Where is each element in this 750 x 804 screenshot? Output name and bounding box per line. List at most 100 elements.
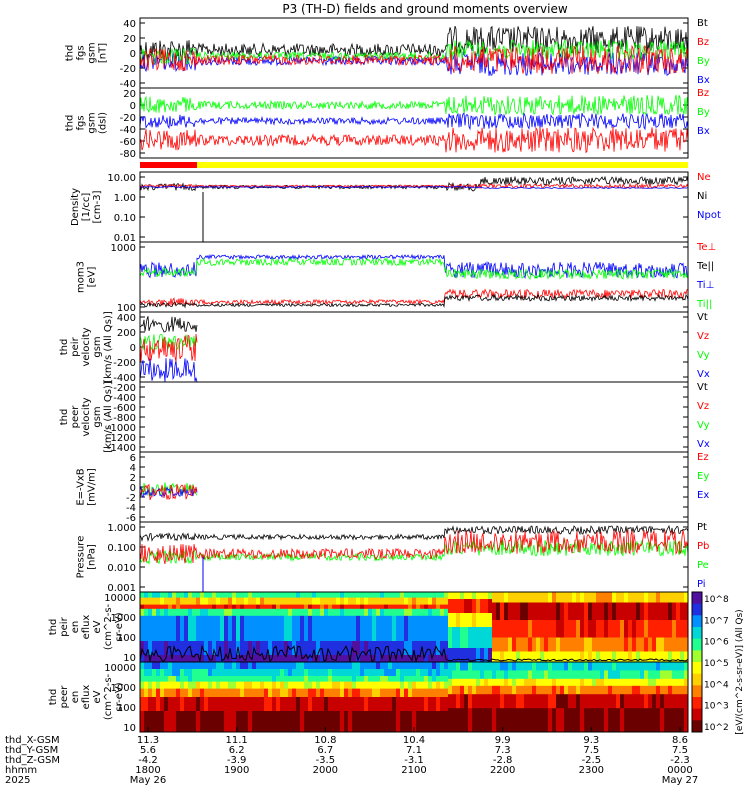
colorbar-tick-label: 10^8 <box>704 595 729 605</box>
y-tick-label: 100 <box>117 303 136 314</box>
y-axis-label-line: [km/s (All Qs)] <box>103 381 114 453</box>
legend-entry: Vx <box>697 369 710 380</box>
colorbar-band <box>692 673 702 686</box>
x-row-value: -3.1 <box>404 755 424 766</box>
series-Pb <box>140 528 688 565</box>
y-axis-label-line: [nT] <box>98 43 109 63</box>
legend-entry: Bz <box>697 88 709 99</box>
y-tick-label: -20 <box>120 113 136 124</box>
legend-entry: Pe <box>697 560 709 571</box>
ion-spectrogram <box>140 592 688 662</box>
legend-entry: Vy <box>697 420 710 431</box>
legend-entry: Pi <box>697 579 706 590</box>
y-axis-label-line: peer <box>59 685 70 709</box>
y-axis-label-line: Density <box>70 188 81 226</box>
y-axis-label-line: mom3 <box>76 261 87 293</box>
x-tick-label: 2300 <box>579 765 604 776</box>
y-axis-label-line: eV <box>92 690 103 703</box>
y-tick-label: -200 <box>113 358 136 369</box>
y-axis-label-line: thd <box>48 689 59 706</box>
legend-entry: Ti|| <box>696 299 712 310</box>
series-Ti-par <box>140 257 688 281</box>
x-date-left: May 26 <box>130 775 167 786</box>
x-row-value: 9.3 <box>583 735 599 746</box>
y-axis-label: E=-VxB [mV/m] <box>76 468 98 506</box>
y-axis-label-line: en <box>70 691 81 704</box>
panel-fgs-gsm: 40 20 0 -20 -40 thd fgs gsm [nT] Bt Bz By Bx <box>65 18 710 90</box>
y-tick-label: 200 <box>117 328 136 339</box>
x-row-value: 6.7 <box>317 745 333 756</box>
y-axis-label-line: fgs <box>76 45 87 60</box>
series-Ti-perp <box>140 253 688 280</box>
y-axis-label-line: eflux <box>81 615 92 640</box>
x-tick-label: 1800 <box>135 765 160 776</box>
y-axis-label: Density [1/cc] [cm-3] <box>70 188 103 226</box>
legend-entry: Ni <box>697 191 707 202</box>
y-tick-label: 400 <box>117 313 136 324</box>
colorbar-tick-label: 10^4 <box>704 680 729 690</box>
x-year-label: 2025 <box>5 775 30 786</box>
y-axis-label: mom3 [eV] <box>76 261 98 293</box>
x-tick-label: 2000 <box>313 765 338 776</box>
y-tick-label: 2 <box>130 473 136 484</box>
y-axis-label-line: gsm <box>92 336 103 357</box>
x-row-value: 11.3 <box>137 735 159 746</box>
y-axis-label-line: thd <box>59 409 70 426</box>
y-axis-label-line: Pressure <box>76 536 87 579</box>
series-By <box>140 39 688 65</box>
y-axis-label-line: (cm^2-s- <box>103 603 114 650</box>
x-row-label: thd_X-GSM <box>5 735 60 746</box>
colorbar-band <box>692 720 702 733</box>
y-tick-label: 20 <box>123 89 136 100</box>
y-tick-label: 1000 <box>111 243 136 254</box>
y-axis-label-line: [cm-3] <box>92 190 103 223</box>
y-axis-label-line: gsm <box>87 112 98 133</box>
y-tick-label: 40 <box>123 19 136 30</box>
legend-entry: Vz <box>697 331 709 342</box>
y-tick-label: 0 <box>130 343 136 354</box>
series-Te-perp <box>140 288 688 307</box>
legend-entry: Te⊥ <box>696 242 716 253</box>
y-axis-label: thd peir en eflux eV (cm^2-s-sr-eV) <box>48 603 125 650</box>
x-row-value: 7.3 <box>495 745 511 756</box>
x-axis: thd_X-GSM 11.3 11.1 10.8 10.4 9.9 9.3 8.6 thd_Y-… <box>5 727 698 786</box>
y-axis-label-line: sr-eV) <box>114 612 125 641</box>
figure-title: P3 (TH-D) fields and ground moments over… <box>282 2 567 16</box>
x-row-value: 6.2 <box>229 745 245 756</box>
y-axis-label-line: thd <box>65 115 76 132</box>
colorbar-tick-label: 10^6 <box>704 638 729 648</box>
series-By <box>140 95 688 117</box>
colorbar-band <box>692 627 702 640</box>
y-tick-label: 10 <box>123 723 136 734</box>
panel-fgs-dsl: 200-20-40-60-80 thd fgs gsm (dsl) Bz By Bx <box>65 88 710 160</box>
y-axis-label-line: gsm <box>87 42 98 63</box>
y-axis-label-line: velocity <box>81 397 92 436</box>
x-row-value: -3.5 <box>316 755 336 766</box>
colorbar-label-text: [eV/(cm^2-s-sr-eV)] (All Qs) <box>735 609 745 734</box>
panel-density: 10.00 1.00 0.10 0.01 Density [1/cc] [cm-3] Ne Ni… <box>70 172 721 244</box>
panel-temperature: 1000 100 mom3 [eV] Te⊥ Te|| Ti⊥ Ti|| <box>76 242 717 314</box>
y-axis-label: Pressure [nPa] <box>76 536 98 579</box>
y-tick-label: 0 <box>130 49 136 60</box>
x-row-value: -2.5 <box>582 755 602 766</box>
legend-entry: Bx <box>697 126 710 137</box>
x-row-value: 10.8 <box>314 735 336 746</box>
y-axis-label: thd peer en eflux eV (cm^2-s-sr-eV) <box>48 673 125 720</box>
y-tick-label: -20 <box>120 64 136 75</box>
y-tick-label: 10000 <box>104 593 136 604</box>
y-axis-label-line: (dsl) <box>98 112 109 134</box>
y-axis-label-line: [eV] <box>87 267 98 288</box>
panel-peer-spec: 10000 1000 100 10 thd peer en eflux eV (cm^2-s-sr… <box>48 663 688 734</box>
y-tick-label: 1000 <box>111 613 136 624</box>
y-tick-label: 4 <box>130 463 136 474</box>
series-Te-par <box>140 293 688 309</box>
y-axis-label-line: [nPa] <box>87 544 98 570</box>
series-Bz <box>140 126 688 154</box>
y-axis-label: thd peer velocity gsm [km/s (All Qs)] <box>59 381 114 453</box>
y-tick-label: 6 <box>130 453 136 464</box>
panel-frame <box>139 381 689 453</box>
series-Npot <box>140 186 688 189</box>
y-tick-label: -40 <box>120 79 136 90</box>
colorbar-band <box>692 592 702 605</box>
